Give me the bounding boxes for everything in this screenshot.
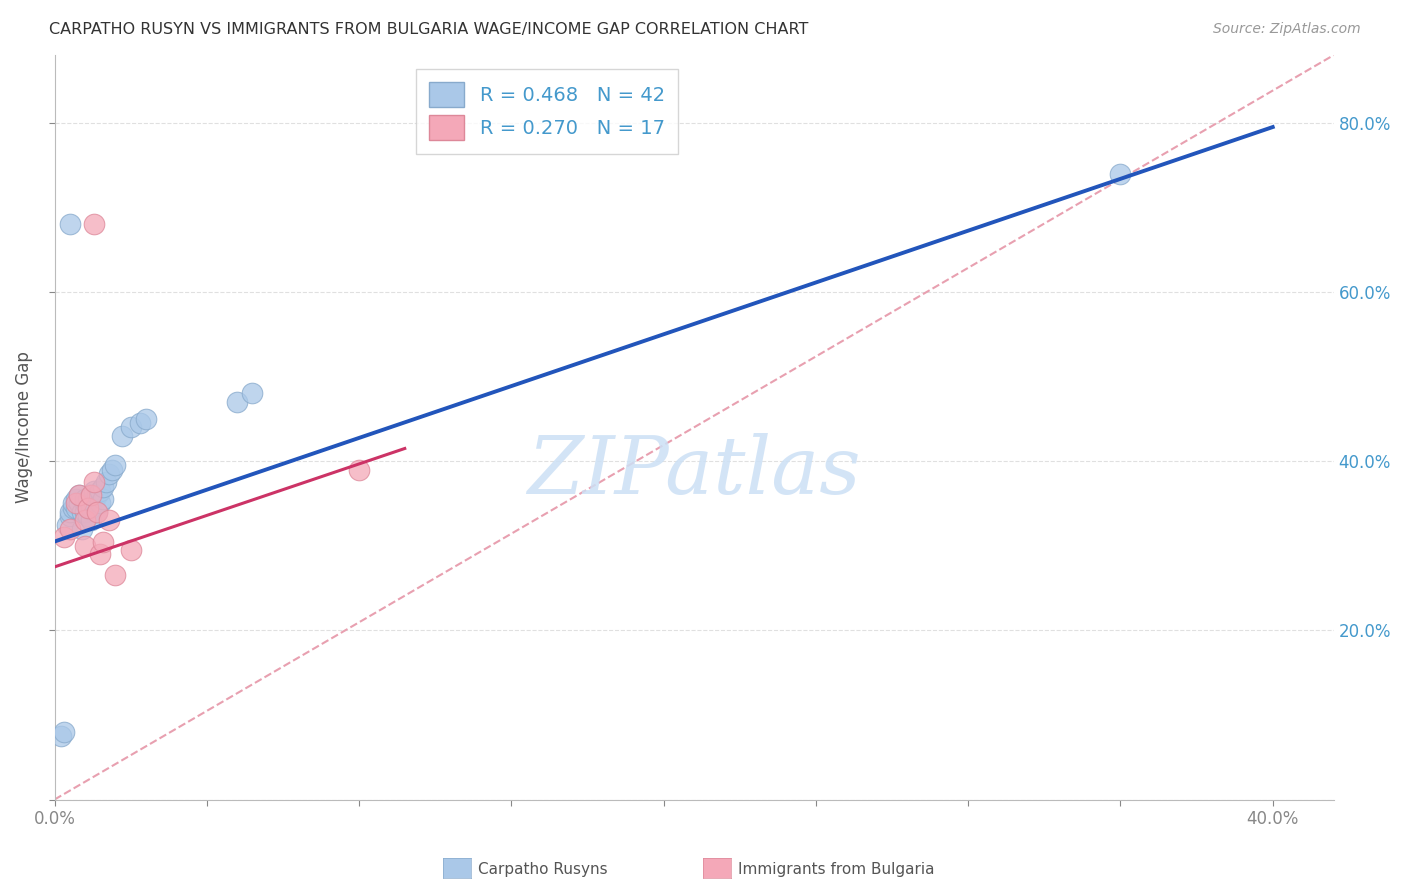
Point <box>52 724 75 739</box>
Point <box>89 496 111 510</box>
Point <box>86 488 108 502</box>
Legend: R = 0.468   N = 42, R = 0.270   N = 17: R = 0.468 N = 42, R = 0.270 N = 17 <box>416 69 679 153</box>
Point <box>86 505 108 519</box>
Point <box>120 543 142 558</box>
Point <box>59 509 82 524</box>
Y-axis label: Wage/Income Gap: Wage/Income Gap <box>15 351 32 503</box>
Text: CARPATHO RUSYN VS IMMIGRANTS FROM BULGARIA WAGE/INCOME GAP CORRELATION CHART: CARPATHO RUSYN VS IMMIGRANTS FROM BULGAR… <box>49 22 808 37</box>
Point <box>73 513 96 527</box>
Point <box>65 492 87 507</box>
Point <box>77 500 100 515</box>
Point <box>101 462 124 476</box>
Point <box>55 517 77 532</box>
Text: Immigrants from Bulgaria: Immigrants from Bulgaria <box>738 863 935 877</box>
Point <box>73 505 96 519</box>
Point <box>80 488 103 502</box>
Point <box>52 530 75 544</box>
Point <box>49 729 72 743</box>
Point <box>67 488 90 502</box>
Point <box>1109 167 1132 181</box>
Point <box>70 522 93 536</box>
Text: ZIPatlas: ZIPatlas <box>527 434 860 511</box>
Point <box>80 513 103 527</box>
Point <box>242 386 264 401</box>
Point <box>83 475 105 490</box>
Point <box>98 467 121 481</box>
Point <box>226 395 249 409</box>
Point <box>104 458 127 473</box>
Point <box>91 492 114 507</box>
Point <box>83 496 105 510</box>
Point <box>77 500 100 515</box>
Point <box>59 522 82 536</box>
Point <box>110 429 132 443</box>
Point <box>73 539 96 553</box>
Point <box>104 568 127 582</box>
Point <box>67 488 90 502</box>
Point <box>59 217 82 231</box>
Point <box>80 500 103 515</box>
Point <box>77 492 100 507</box>
Point <box>62 496 84 510</box>
Point <box>59 505 82 519</box>
Point <box>65 500 87 515</box>
Point <box>73 496 96 510</box>
Point <box>83 483 105 498</box>
Point <box>65 496 87 510</box>
Point <box>83 217 105 231</box>
Point <box>96 475 118 490</box>
Point <box>128 416 150 430</box>
Text: Source: ZipAtlas.com: Source: ZipAtlas.com <box>1213 22 1361 37</box>
Point <box>98 513 121 527</box>
Point <box>67 496 90 510</box>
Point <box>89 547 111 561</box>
Point <box>70 505 93 519</box>
Point <box>89 483 111 498</box>
Point <box>91 534 114 549</box>
Point <box>80 488 103 502</box>
Point <box>347 462 370 476</box>
Point <box>91 479 114 493</box>
Text: Carpatho Rusyns: Carpatho Rusyns <box>478 863 607 877</box>
Point <box>77 509 100 524</box>
Point <box>120 420 142 434</box>
Point <box>73 492 96 507</box>
Point <box>135 412 157 426</box>
Point <box>86 505 108 519</box>
Point <box>62 500 84 515</box>
